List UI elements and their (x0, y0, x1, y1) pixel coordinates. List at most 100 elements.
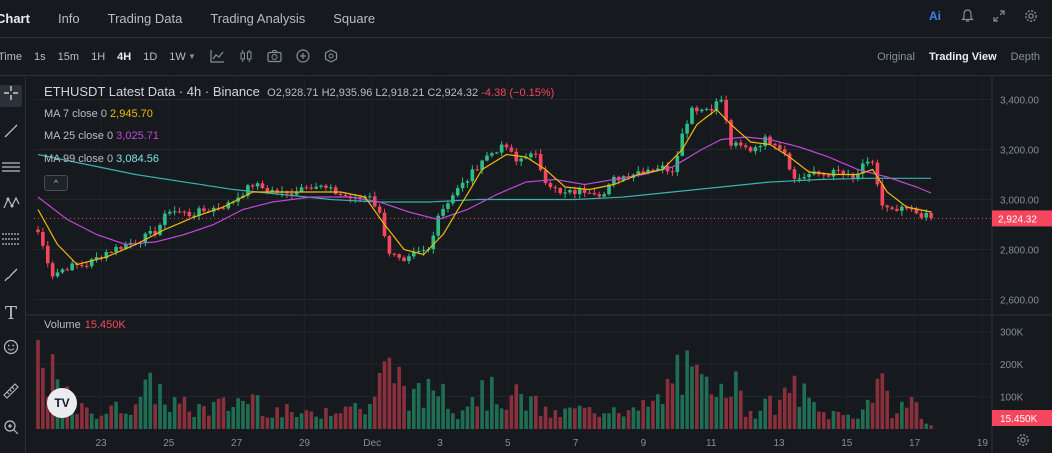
candle-body (826, 175, 831, 177)
zoom-icon[interactable] (0, 419, 22, 441)
candle-body (782, 149, 787, 154)
volume-bar (421, 407, 426, 429)
settings-icon[interactable] (1024, 9, 1038, 25)
candle-body (695, 107, 699, 112)
view-trading-view[interactable]: Trading View (928, 51, 997, 63)
candle-body (436, 215, 440, 236)
volume-bar (70, 408, 74, 429)
candle-body (177, 211, 182, 213)
bell-icon[interactable] (960, 9, 974, 25)
volume-bar (241, 400, 245, 429)
trendline-icon[interactable] (0, 123, 22, 145)
candle-body (641, 171, 645, 173)
interval-1h[interactable]: 1H (91, 51, 106, 63)
tab-info[interactable]: Info (57, 11, 80, 26)
chevron-down-icon[interactable]: ▼ (188, 52, 196, 61)
volume-bar (167, 411, 172, 429)
volume-tick-label: 100K (1000, 393, 1024, 404)
volume-bar (475, 406, 480, 429)
candle-body (119, 246, 123, 249)
ma7-line (37, 108, 932, 266)
fib-icon[interactable] (0, 231, 22, 253)
candle-body (704, 108, 709, 110)
candle-body (768, 136, 772, 144)
candle-body (592, 192, 597, 195)
text-icon[interactable]: T (4, 303, 17, 324)
candle-body (646, 169, 650, 173)
interval-15m[interactable]: 15m (57, 51, 80, 63)
volume-bar (499, 408, 504, 429)
volume-bar (128, 414, 133, 429)
tab-trading-data[interactable]: Trading Data (107, 11, 183, 26)
candle-body (699, 109, 704, 112)
brush-icon[interactable] (0, 267, 22, 289)
candle-body (309, 187, 314, 189)
symbol-title: ETHUSDT Latest Data · 4h · Binance (44, 84, 260, 99)
chart-toolbar: Time 1s 15m 1H 4H 1D 1W ▼ Original Trading Vie… (0, 39, 1052, 76)
price-chart[interactable]: 3,400.00 3,200.00 3,000.00 2,800.00 2,600.00… (26, 77, 1052, 453)
volume-bar (758, 410, 763, 429)
volume-bar (870, 402, 875, 429)
tab-trading-analysis[interactable]: Trading Analysis (210, 11, 306, 26)
volume-bar (919, 418, 924, 429)
volume-bar (587, 407, 592, 429)
interval-1s[interactable]: 1s (34, 51, 46, 63)
candle-type-icon[interactable] (239, 49, 253, 66)
candle-body (660, 165, 665, 169)
collapse-legend-button[interactable]: ^ (44, 175, 68, 191)
emoji-icon[interactable] (0, 339, 22, 361)
candle-body (333, 187, 338, 194)
volume-bar (265, 417, 270, 429)
volume-bar (904, 407, 909, 429)
interval-1d[interactable]: 1D (143, 51, 158, 63)
indicator-icon[interactable] (210, 49, 225, 66)
pattern-icon[interactable] (0, 195, 22, 217)
candle-body (548, 183, 553, 188)
volume-tick-label: 300K (1000, 328, 1024, 339)
view-original[interactable]: Original (877, 51, 915, 63)
candle-body (607, 184, 611, 195)
volume-bar (372, 396, 377, 429)
horizontal-lines-icon[interactable] (0, 159, 22, 181)
candle-body (85, 265, 89, 267)
volume-bar (494, 404, 499, 429)
candle-body (182, 211, 187, 213)
interval-4h[interactable]: 4H (117, 51, 132, 63)
candle-body (460, 182, 465, 189)
volume-bar (436, 396, 440, 429)
volume-bar (607, 413, 611, 429)
axis-settings-icon[interactable] (1016, 433, 1030, 450)
tab-square[interactable]: Square (333, 11, 376, 26)
volume-bar (246, 404, 250, 429)
candle-body (270, 189, 275, 192)
ma7-value: 2,945.70 (110, 108, 153, 120)
ma99-line (37, 153, 932, 203)
volume-bar (656, 394, 660, 429)
template-icon[interactable] (324, 49, 338, 66)
volume-bar (860, 409, 865, 429)
crosshair-icon[interactable] (0, 85, 22, 107)
volume-bar (309, 411, 314, 429)
volume-bar (490, 376, 494, 429)
volume-bar (216, 398, 221, 429)
candle-body (421, 250, 426, 252)
view-depth[interactable]: Depth (1010, 51, 1040, 63)
plus-circle-icon[interactable] (296, 49, 310, 66)
volume-bar (821, 412, 826, 429)
ai-icon[interactable]: Ai (929, 9, 941, 23)
camera-icon[interactable] (267, 49, 282, 66)
ruler-icon[interactable] (0, 383, 22, 405)
volume-bar (856, 418, 860, 429)
tab-chart[interactable]: Chart (0, 11, 30, 26)
volume-bar (470, 397, 475, 429)
interval-1w[interactable]: 1W (169, 51, 186, 63)
volume-bar (89, 413, 94, 429)
candle-body (324, 185, 328, 188)
ohlc-change: -4.38 (−0.15%) (481, 87, 555, 99)
volume-bar (529, 396, 533, 429)
volume-bar (182, 396, 187, 429)
candle-body (143, 233, 148, 243)
candle-body (94, 257, 99, 260)
expand-icon[interactable] (992, 9, 1006, 25)
candle-body (441, 208, 445, 216)
